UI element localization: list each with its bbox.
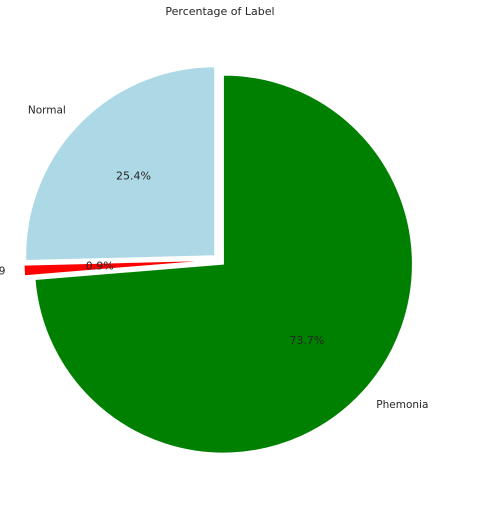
slice-label-phemonia: Phemonia [376, 399, 428, 411]
slice-percent-normal: 25.4% [116, 170, 151, 183]
pie-slice-phemonia [34, 74, 413, 454]
pie-slice-normal [25, 66, 216, 262]
slice-percent-covid-19: 0.9% [86, 259, 114, 272]
pie-slices [23, 66, 413, 454]
slice-label-normal: Normal [28, 105, 66, 117]
pie-labels: Normal 25.4% COVID-19 0.9% Phemonia 73.7% [0, 105, 428, 411]
slice-label-covid-19: COVID-19 [0, 265, 5, 277]
chart-title: Percentage of Label [165, 5, 274, 18]
pie-slice-covid-19 [23, 259, 214, 277]
slice-percent-phemonia: 73.7% [289, 334, 324, 347]
